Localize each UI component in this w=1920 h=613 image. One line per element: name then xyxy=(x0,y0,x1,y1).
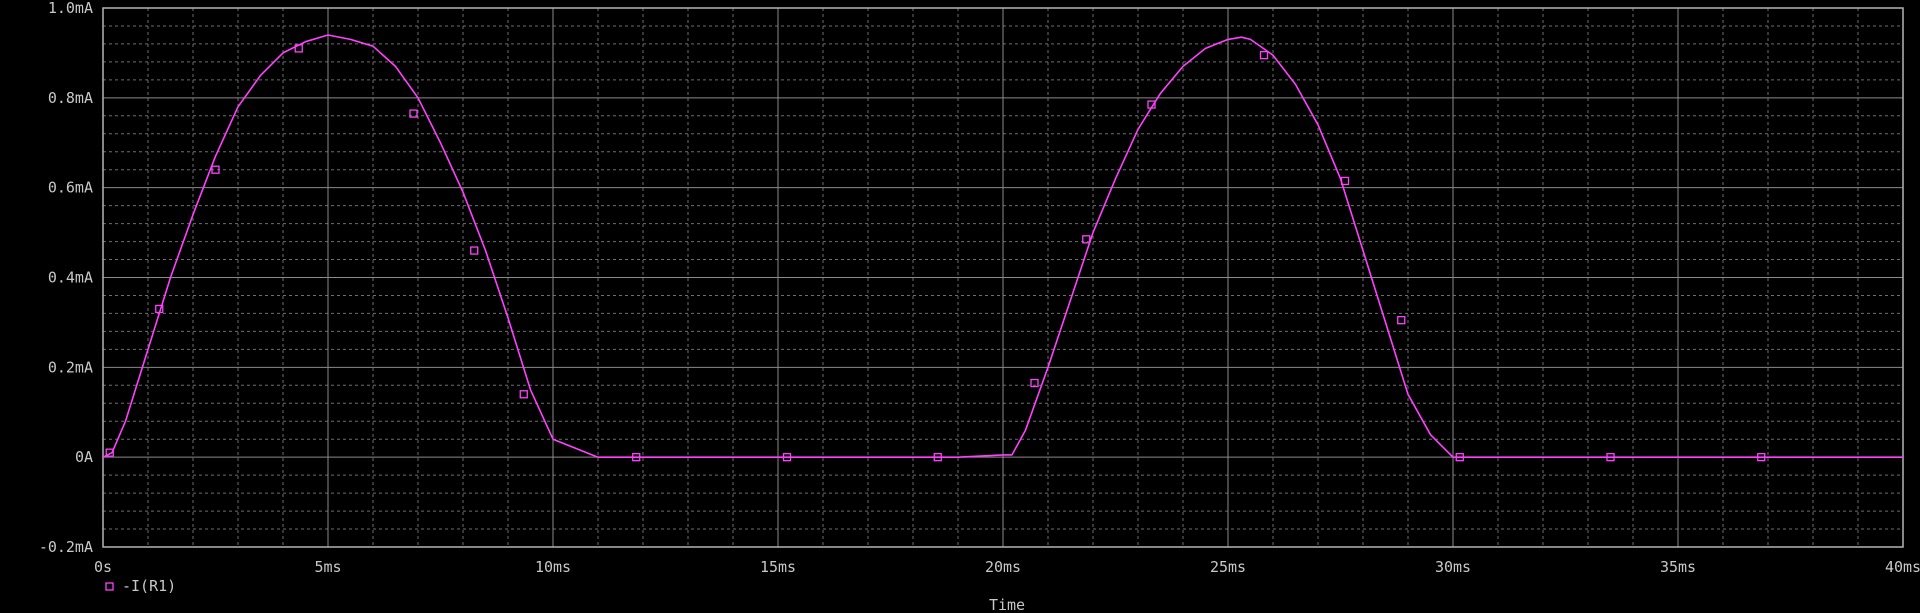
series-marker-square xyxy=(632,453,641,462)
series-marker-square xyxy=(211,165,220,174)
series-marker-square xyxy=(519,390,528,399)
series-marker-square xyxy=(1455,453,1464,462)
y-tick-label: 0.2mA xyxy=(48,358,93,376)
y-tick-label: 1.0mA xyxy=(48,0,93,17)
series-line-i-r1 xyxy=(102,34,1903,459)
x-tick-label: 0s xyxy=(94,558,112,576)
series-marker-square xyxy=(1757,453,1766,462)
series-marker-square xyxy=(294,44,303,53)
y-tick-labels: -0.2mA 0A 0.2mA 0.4mA 0.6mA 0.8mA 1.0mA xyxy=(39,0,93,556)
y-tick-label: 0.6mA xyxy=(48,179,93,197)
series-marker-square xyxy=(1082,235,1091,244)
y-tick-label: 0.8mA xyxy=(48,89,93,107)
series-marker-square xyxy=(1030,378,1039,388)
series-marker-square xyxy=(105,448,114,457)
x-tick-labels: 0s 5ms 10ms 15ms 20ms 25ms 30ms 35ms 40ms xyxy=(94,558,1920,576)
series-marker-square xyxy=(409,109,418,118)
series-marker-square xyxy=(470,246,479,255)
x-tick-label: 30ms xyxy=(1435,558,1471,576)
series-marker-square xyxy=(1147,100,1156,109)
series-marker-square xyxy=(782,453,792,462)
series-marker-square xyxy=(1606,453,1615,462)
series-marker-square xyxy=(1340,176,1350,186)
x-tick-label: 25ms xyxy=(1210,558,1246,576)
plot-frame xyxy=(102,7,1904,548)
legend-label: -I(R1) xyxy=(122,577,176,595)
series-marker-square xyxy=(1397,316,1406,325)
x-tick-label: 5ms xyxy=(314,558,341,576)
y-tick-label: -0.2mA xyxy=(39,538,93,556)
x-tick-label: 10ms xyxy=(535,558,571,576)
series-marker-square xyxy=(155,304,164,314)
series-marker-square xyxy=(933,453,942,462)
series-lines xyxy=(102,34,1903,459)
x-tick-label: 40ms xyxy=(1885,558,1920,576)
x-tick-label: 15ms xyxy=(760,558,796,576)
x-tick-label: 35ms xyxy=(1660,558,1696,576)
x-axis-label: Time xyxy=(989,596,1025,613)
series-markers xyxy=(105,44,1766,462)
series-marker-square xyxy=(1259,51,1269,60)
legend-marker-square xyxy=(105,582,114,591)
legend: -I(R1) xyxy=(105,577,176,595)
x-tick-label: 20ms xyxy=(985,558,1021,576)
y-tick-label: 0.4mA xyxy=(48,269,93,287)
y-tick-label: 0A xyxy=(75,448,93,466)
plot-border xyxy=(102,7,1904,548)
